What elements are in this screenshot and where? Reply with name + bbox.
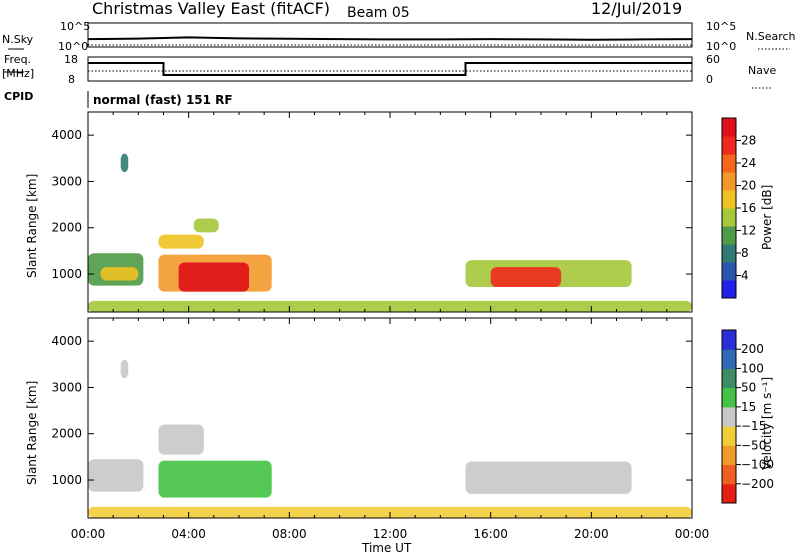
freq-tick-bottom: 8 (68, 73, 75, 86)
x-axis-label: Time UT (361, 541, 412, 554)
power-axis-ytick-label-0: 1000 (51, 267, 82, 281)
x-tick-label-4: 16:00 (473, 527, 508, 541)
vel-heat-region-1 (158, 424, 204, 455)
power-heat-region-1 (100, 267, 139, 281)
vel-heat-region-5 (120, 359, 129, 379)
vel-heat-region-0 (88, 459, 144, 492)
vel-cbar-swatch-5 (722, 387, 736, 408)
vel-axis-ytick-label-3: 4000 (51, 334, 82, 348)
x-tick-label-1: 04:00 (171, 527, 206, 541)
x-axis-ticks: 00:00 04:00 08:00 12:00 16:00 20:00 00:00 (71, 527, 710, 541)
vel-heat-region-2 (158, 460, 272, 498)
x-tick-label-2: 08:00 (272, 527, 307, 541)
vel-cbar-swatch-3 (722, 426, 736, 446)
nave-label: Nave (748, 64, 776, 77)
nsearch-label: N.Search (746, 30, 796, 43)
power-heat-region-3 (178, 262, 250, 292)
freq-step-line (88, 62, 692, 76)
power-cbar-tick-label-5: 24 (741, 156, 756, 170)
power-cbar-tick-label-3: 16 (741, 201, 756, 215)
power-heat-region-8 (120, 153, 129, 173)
vel-cbar-frame (721, 329, 737, 504)
x-tick-label-3: 12:00 (373, 527, 408, 541)
cpid-value: normal (fast) 151 RF (93, 93, 233, 107)
x-tick-label-0: 00:00 (71, 527, 106, 541)
velocity-ylabel: Slant Range [km] (25, 381, 39, 485)
velocity-axis: 1000 2000 3000 4000 (51, 318, 693, 518)
power-cbar-tick-label-0: 4 (741, 269, 749, 283)
power-cbar-swatch-0 (722, 280, 736, 299)
power-heat-region-4 (158, 234, 204, 249)
nave-tick-top: 60 (706, 53, 720, 66)
vel-cbar-tick-label-2: −50 (741, 438, 766, 452)
vel-cbar-swatch-4 (722, 406, 736, 427)
beam-label: Beam 05 (347, 5, 410, 21)
vel-cbar-swatch-7 (722, 349, 736, 369)
power-cbar-swatch-9 (722, 118, 736, 137)
vel-cbar-tick-label-4: 15 (741, 400, 756, 414)
power-cbar-swatch-7 (722, 154, 736, 173)
power-ylabel: Slant Range [km] (25, 174, 39, 278)
date-label: 12/Jul/2019 (591, 0, 682, 18)
power-cbar-tick-label-1: 8 (741, 246, 749, 260)
vel-cbar-swatch-2 (722, 445, 736, 466)
power-cbar-swatch-6 (722, 172, 736, 191)
power-colorbar: 4 8 12 16 20 24 28 (721, 117, 756, 299)
vel-heat-region-3 (465, 461, 632, 494)
velocity-colorbar-label: Velocity [m s⁻¹] (760, 377, 774, 470)
velocity-heatmap (88, 359, 692, 518)
cpid-label: CPID (4, 90, 33, 103)
freq-tick-top: 18 (64, 53, 78, 66)
nsky-panel (87, 22, 693, 48)
power-axis-ytick-label-3: 4000 (51, 128, 82, 142)
power-cbar-swatch-1 (722, 262, 736, 281)
power-heatmap (88, 153, 692, 312)
vel-cbar-tick-label-6: 100 (741, 361, 764, 375)
power-heat-region-7 (490, 267, 562, 287)
vel-cbar-swatch-6 (722, 368, 736, 389)
nave-tick-bottom: 0 (706, 73, 713, 86)
power-heat-region-5 (193, 218, 219, 233)
power-colorbar-label: Power [dB] (760, 185, 774, 250)
power-cbar-swatch-8 (722, 136, 736, 155)
nsky-label: N.Sky (2, 33, 34, 46)
nsearch-tick-top: 10^5 (706, 20, 736, 33)
nsky-series-0 (87, 36, 693, 41)
x-tick-label-5: 20:00 (574, 527, 609, 541)
vel-cbar-tick-label-0: −200 (741, 477, 774, 491)
power-axis: 1000 2000 3000 4000 (51, 112, 693, 312)
power-cbar-swatch-4 (722, 208, 736, 227)
vel-cbar-tick-label-5: 50 (741, 381, 756, 395)
power-cbar-tick-label-4: 20 (741, 179, 756, 193)
power-cbar-tick-label-6: 28 (741, 134, 756, 148)
vel-axis-ytick-label-0: 1000 (51, 473, 82, 487)
freq-panel (87, 56, 693, 82)
nsearch-tick-bottom: 10^0 (706, 40, 736, 53)
vel-cbar-tick-label-1: −100 (741, 458, 774, 472)
vel-cbar-swatch-0 (722, 483, 736, 504)
power-axis-ytick-label-2: 3000 (51, 174, 82, 188)
freq-series (88, 62, 692, 76)
nsky-series (87, 36, 693, 46)
power-cbar-swatch-5 (722, 190, 736, 209)
nsky-tick-top: 10^5 (60, 20, 90, 33)
vel-cbar-tick-label-7: 200 (741, 342, 764, 356)
vel-cbar-swatch-8 (722, 330, 736, 350)
x-tick-label-6: 00:00 (675, 527, 710, 541)
vel-axis-ytick-label-2: 3000 (51, 380, 82, 394)
power-cbar-swatch-3 (722, 226, 736, 245)
power-cbar-swatch-2 (722, 244, 736, 263)
velocity-colorbar: −200 −100 −50 −15 15 50 100 200 (721, 329, 774, 504)
power-axis-ytick-label-1: 2000 (51, 221, 82, 235)
freq-label-1: Freq. (4, 53, 31, 66)
vel-axis-ytick-label-1: 2000 (51, 427, 82, 441)
freq-label-2: [MHz] (2, 67, 34, 80)
power-cbar-tick-label-2: 12 (741, 224, 756, 238)
plot-title: Christmas Valley East (fitACF) (92, 0, 330, 18)
vel-cbar-swatch-1 (722, 464, 736, 485)
vel-cbar-tick-label-3: −15 (741, 419, 766, 433)
nsky-tick-bottom: 10^0 (58, 40, 88, 53)
